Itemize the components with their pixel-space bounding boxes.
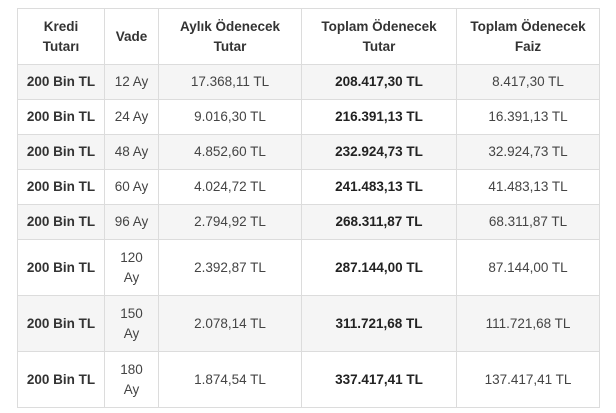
- cell-monthly-payment: 2.078,14 TL: [158, 295, 302, 352]
- table-row: 200 Bin TL 48 Ay 4.852,60 TL 232.924,73 …: [17, 134, 600, 170]
- cell-total-payment: 241.483,13 TL: [301, 169, 457, 205]
- cell-loan-amount: 200 Bin TL: [17, 99, 105, 135]
- cell-term: 180 Ay: [104, 351, 159, 408]
- cell-total-interest: 68.311,87 TL: [456, 204, 600, 240]
- cell-monthly-payment: 4.024,72 TL: [158, 169, 302, 205]
- table-row: 200 Bin TL 12 Ay 17.368,11 TL 208.417,30…: [17, 64, 600, 100]
- cell-monthly-payment: 4.852,60 TL: [158, 134, 302, 170]
- cell-monthly-payment: 9.016,30 TL: [158, 99, 302, 135]
- cell-total-interest: 111.721,68 TL: [456, 295, 600, 352]
- table-row: 200 Bin TL 180 Ay 1.874,54 TL 337.417,41…: [17, 351, 600, 408]
- header-total-interest: Toplam Ödenecek Faiz: [456, 8, 600, 65]
- cell-monthly-payment: 2.794,92 TL: [158, 204, 302, 240]
- cell-total-payment: 232.924,73 TL: [301, 134, 457, 170]
- table-row: 200 Bin TL 120 Ay 2.392,87 TL 287.144,00…: [17, 239, 600, 296]
- table-row: 200 Bin TL 24 Ay 9.016,30 TL 216.391,13 …: [17, 99, 600, 135]
- cell-loan-amount: 200 Bin TL: [17, 295, 105, 352]
- loan-table-container: Kredi Tutarı Vade Aylık Ödenecek Tutar T…: [17, 8, 600, 408]
- cell-loan-amount: 200 Bin TL: [17, 204, 105, 240]
- cell-term: 120 Ay: [104, 239, 159, 296]
- cell-loan-amount: 200 Bin TL: [17, 351, 105, 408]
- table-header-row: Kredi Tutarı Vade Aylık Ödenecek Tutar T…: [17, 8, 600, 65]
- header-loan-amount: Kredi Tutarı: [17, 8, 105, 65]
- cell-total-payment: 268.311,87 TL: [301, 204, 457, 240]
- cell-total-interest: 87.144,00 TL: [456, 239, 600, 296]
- cell-total-interest: 137.417,41 TL: [456, 351, 600, 408]
- table-row: 200 Bin TL 96 Ay 2.794,92 TL 268.311,87 …: [17, 204, 600, 240]
- cell-term: 60 Ay: [104, 169, 159, 205]
- cell-loan-amount: 200 Bin TL: [17, 239, 105, 296]
- cell-total-interest: 32.924,73 TL: [456, 134, 600, 170]
- cell-loan-amount: 200 Bin TL: [17, 169, 105, 205]
- cell-monthly-payment: 17.368,11 TL: [158, 64, 302, 100]
- cell-total-interest: 41.483,13 TL: [456, 169, 600, 205]
- cell-term: 24 Ay: [104, 99, 159, 135]
- cell-loan-amount: 200 Bin TL: [17, 134, 105, 170]
- cell-total-payment: 208.417,30 TL: [301, 64, 457, 100]
- cell-total-payment: 287.144,00 TL: [301, 239, 457, 296]
- cell-total-payment: 311.721,68 TL: [301, 295, 457, 352]
- cell-loan-amount: 200 Bin TL: [17, 64, 105, 100]
- table-row: 200 Bin TL 150 Ay 2.078,14 TL 311.721,68…: [17, 295, 600, 352]
- loan-comparison-table: Kredi Tutarı Vade Aylık Ödenecek Tutar T…: [17, 8, 600, 408]
- cell-monthly-payment: 1.874,54 TL: [158, 351, 302, 408]
- cell-term: 96 Ay: [104, 204, 159, 240]
- header-monthly-payment: Aylık Ödenecek Tutar: [158, 8, 302, 65]
- cell-total-payment: 216.391,13 TL: [301, 99, 457, 135]
- cell-term: 48 Ay: [104, 134, 159, 170]
- cell-total-interest: 16.391,13 TL: [456, 99, 600, 135]
- header-term: Vade: [104, 8, 159, 65]
- cell-term: 150 Ay: [104, 295, 159, 352]
- table-row: 200 Bin TL 60 Ay 4.024,72 TL 241.483,13 …: [17, 169, 600, 205]
- cell-total-payment: 337.417,41 TL: [301, 351, 457, 408]
- header-total-payment: Toplam Ödenecek Tutar: [301, 8, 457, 65]
- cell-monthly-payment: 2.392,87 TL: [158, 239, 302, 296]
- cell-term: 12 Ay: [104, 64, 159, 100]
- cell-total-interest: 8.417,30 TL: [456, 64, 600, 100]
